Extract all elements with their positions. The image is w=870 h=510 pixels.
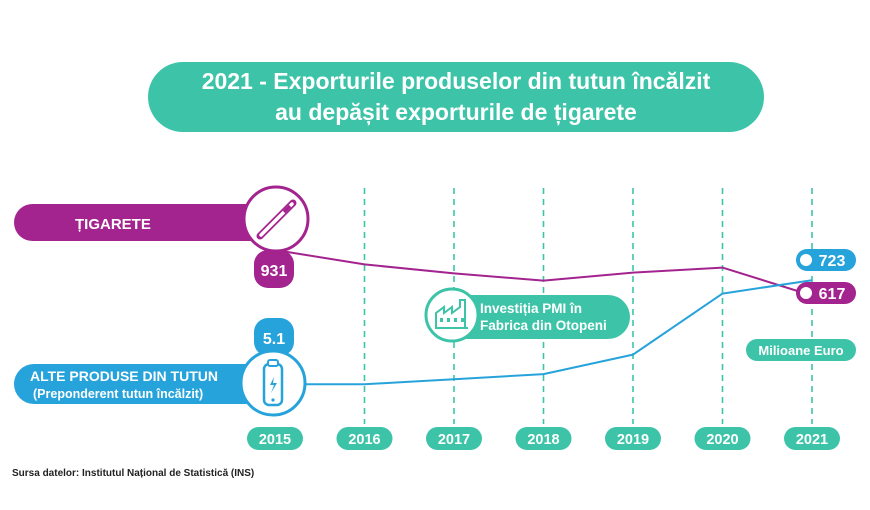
year-label-2021: 2021 (796, 432, 828, 448)
year-pill-2021 (784, 427, 840, 450)
cigarette-start-value: 931 (261, 263, 288, 280)
cigarette-end-value: 617 (819, 286, 846, 303)
heated-tobacco-end-value: 723 (819, 253, 846, 270)
source-note: Sursa datelor: Institutul Național de St… (12, 468, 255, 479)
year-pill-2020 (694, 427, 751, 450)
cigarette-end-value-badge (796, 282, 856, 304)
year-pill-2019 (605, 427, 661, 450)
factory-icon-circle (424, 287, 480, 343)
heated-tobacco-end-value-badge (796, 249, 856, 271)
heated-tobacco-start-value: 5.1 (263, 331, 285, 348)
year-pill-2017 (426, 427, 482, 450)
cigarette-label-pill (14, 204, 290, 241)
heated-tobacco-start-value-badge (254, 318, 294, 356)
unit-label-pill (746, 339, 856, 361)
cigarette-start-value-badge (254, 250, 294, 288)
year-label-2016: 2016 (348, 432, 380, 448)
annotation-line1: Investiția PMI în (480, 301, 582, 316)
year-label-2015: 2015 (259, 432, 291, 448)
year-pill-2018 (515, 427, 572, 450)
heated-tobacco-end-marker (800, 254, 812, 266)
year-label-2017: 2017 (438, 432, 470, 448)
end-value-badges: 723 617 (796, 249, 856, 304)
heated-tobacco-series-line (275, 279, 813, 386)
heated-tobacco-series-label: ALTE PRODUSE DIN TUTUN (Preponderent tut… (14, 318, 307, 417)
annotation-pill (430, 295, 630, 339)
heated-tobacco-series-subname: (Preponderent tutun încălzit) (33, 387, 203, 401)
year-label-2020: 2020 (706, 432, 738, 448)
year-label-2019: 2019 (617, 432, 649, 448)
year-label-2018: 2018 (527, 432, 559, 448)
factory-icon (435, 299, 468, 329)
unit-label-group: Milioane Euro (746, 339, 856, 361)
unit-label: Milioane Euro (758, 343, 843, 358)
title-line1: 2021 - Exporturile produselor din tutun … (201, 68, 711, 94)
cigarette-series-label: ȚIGARETE 931 (14, 185, 310, 288)
year-labels: 2015 2016 2017 2018 2019 2020 2021 (247, 427, 840, 450)
investment-annotation: Investiția PMI în Fabrica din Otopeni (424, 287, 630, 343)
annotation-line2: Fabrica din Otopeni (480, 318, 607, 333)
cigarette-series-name: ȚIGARETE (75, 216, 151, 233)
cigarette-end-marker (800, 287, 812, 299)
year-pill-2015 (247, 427, 303, 450)
title-line2: au depășit exporturile de țigarete (275, 99, 637, 125)
cigarette-series-line (274, 249, 813, 297)
heated-tobacco-series-name: ALTE PRODUSE DIN TUTUN (30, 368, 218, 384)
series-lines (274, 249, 813, 386)
title-banner: 2021 - Exporturile produselor din tutun … (148, 62, 764, 132)
cigarette-icon (256, 199, 297, 240)
heated-tobacco-label-pill (14, 364, 290, 404)
year-pill-2016 (336, 427, 393, 450)
heated-tobacco-device-icon (262, 359, 284, 407)
